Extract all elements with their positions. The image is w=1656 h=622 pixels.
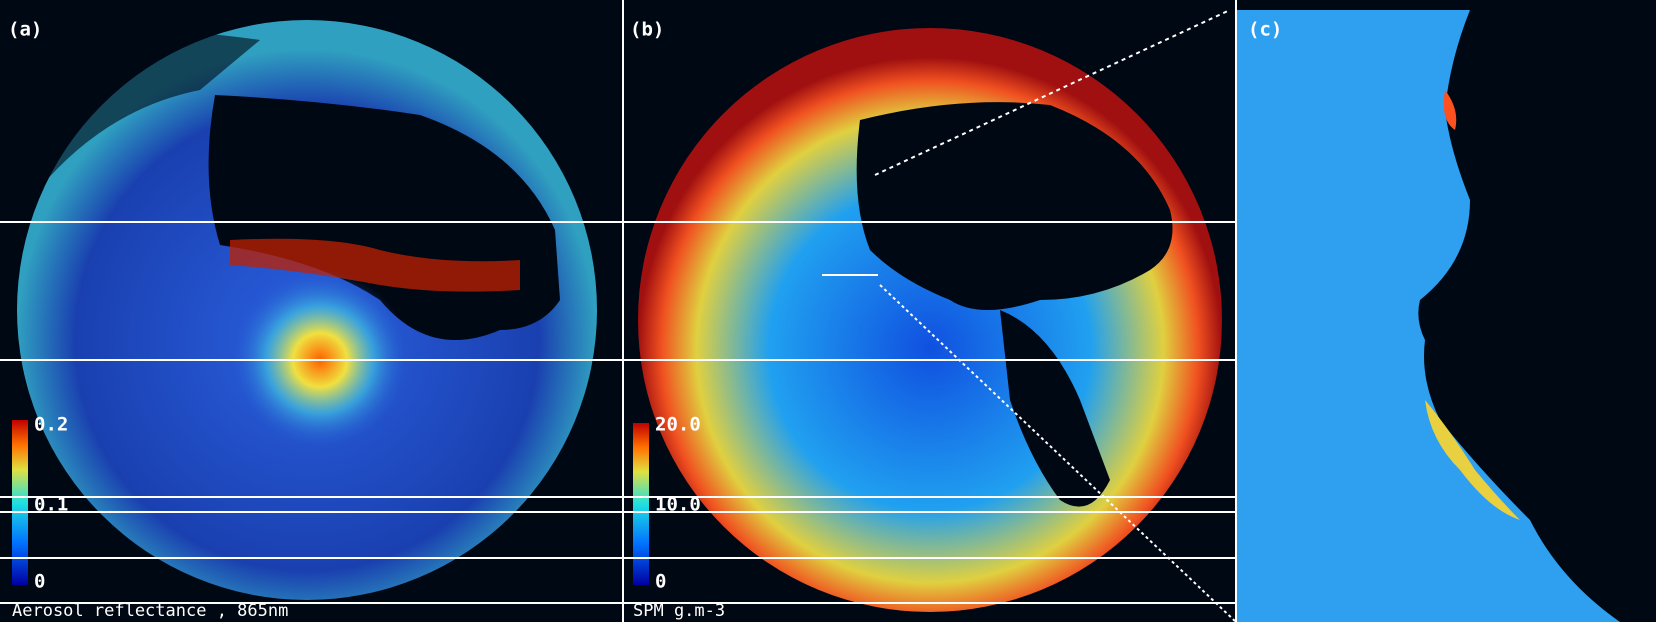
scale-label: 0: [655, 571, 666, 593]
scale-label: 0: [34, 571, 45, 593]
scale-label: 0.2: [34, 414, 68, 436]
colorbar: [12, 420, 28, 585]
figure: 0.2 0.1 0 Aerosol reflectance , 865nm (a…: [0, 0, 1656, 622]
colorbar: [633, 423, 649, 585]
panel-label: (a): [8, 19, 42, 41]
scale-label: 20.0: [655, 414, 701, 436]
panel-label: (c): [1248, 19, 1282, 41]
panel-c: (c): [1236, 10, 1656, 622]
panel-label: (b): [630, 19, 664, 41]
